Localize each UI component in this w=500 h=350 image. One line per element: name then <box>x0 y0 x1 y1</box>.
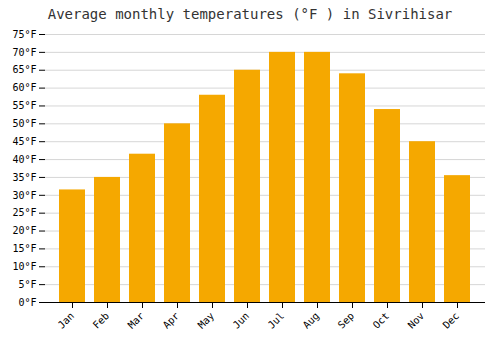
svg-text:10°F: 10°F <box>12 261 36 272</box>
svg-text:75°F: 75°F <box>12 29 36 40</box>
svg-text:Jun: Jun <box>231 310 252 331</box>
svg-text:Nov: Nov <box>406 310 427 331</box>
svg-text:30°F: 30°F <box>12 190 36 201</box>
svg-text:Dec: Dec <box>441 310 462 331</box>
svg-text:60°F: 60°F <box>12 82 36 93</box>
svg-text:Feb: Feb <box>91 310 112 331</box>
svg-text:70°F: 70°F <box>12 47 36 58</box>
svg-text:Apr: Apr <box>161 310 182 331</box>
svg-text:20°F: 20°F <box>12 225 36 236</box>
svg-text:Sep: Sep <box>336 310 357 331</box>
svg-text:25°F: 25°F <box>12 207 36 218</box>
svg-text:15°F: 15°F <box>12 243 36 254</box>
svg-text:45°F: 45°F <box>12 136 36 147</box>
svg-text:Oct: Oct <box>371 310 392 331</box>
svg-text:0°F: 0°F <box>18 297 36 308</box>
svg-text:55°F: 55°F <box>12 100 36 111</box>
html-text:Average monthly temperatures (: Average monthly temperatures (°F ) in Si… <box>47 6 453 22</box>
svg-text:35°F: 35°F <box>12 172 36 183</box>
svg-text:65°F: 65°F <box>12 64 36 75</box>
svg-text:5°F: 5°F <box>18 279 36 290</box>
svg-text:50°F: 50°F <box>12 118 36 129</box>
svg-text:Aug: Aug <box>301 310 322 331</box>
svg-text:Jan: Jan <box>56 310 77 331</box>
svg-text:May: May <box>196 310 217 331</box>
svg-text:40°F: 40°F <box>12 154 36 165</box>
svg-text:Jul: Jul <box>266 310 287 331</box>
svg-text:Mar: Mar <box>126 310 147 331</box>
